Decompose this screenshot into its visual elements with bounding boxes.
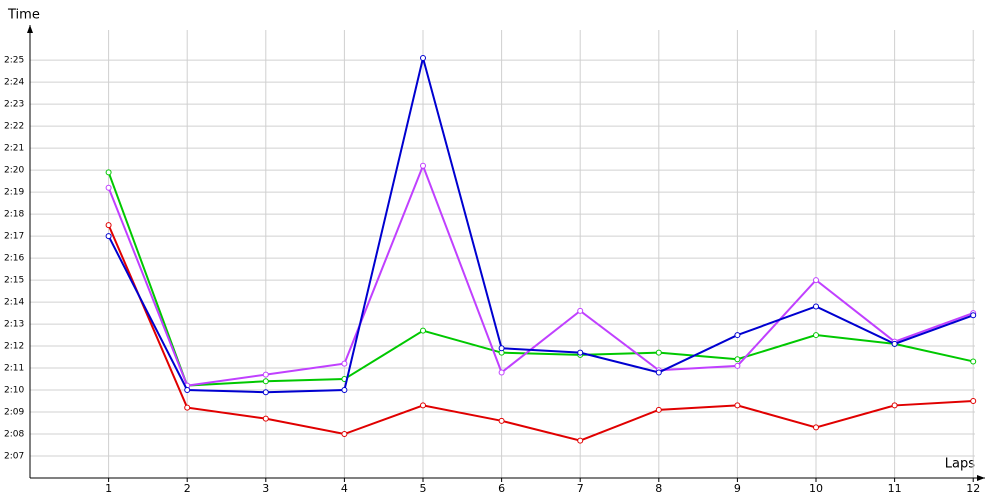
y-tick-label: 2:13 <box>4 320 24 330</box>
data-point <box>891 402 898 409</box>
data-point <box>577 437 584 444</box>
data-point <box>577 307 584 314</box>
data-point <box>184 404 191 411</box>
series-line <box>107 171 974 387</box>
y-tick-label: 2:11 <box>4 364 24 374</box>
y-tick-label: 2:15 <box>4 276 24 286</box>
data-point <box>184 387 191 394</box>
data-point <box>262 415 269 422</box>
series-line <box>107 224 974 442</box>
data-point <box>577 349 584 356</box>
data-point <box>891 340 898 347</box>
data-point <box>420 162 427 169</box>
y-axis-arrow <box>27 25 33 33</box>
x-tick-label: 5 <box>420 482 427 495</box>
y-tick-label: 2:22 <box>4 122 24 132</box>
y-tick-label: 2:23 <box>4 100 24 110</box>
y-tick-label: 2:17 <box>4 232 24 242</box>
data-point <box>813 332 820 339</box>
data-point <box>341 387 348 394</box>
x-tick-label: 11 <box>888 482 902 495</box>
data-point <box>498 369 505 376</box>
data-point <box>970 358 977 365</box>
x-tick-label: 2 <box>184 482 191 495</box>
data-point <box>734 332 741 339</box>
x-tick-label: 3 <box>262 482 269 495</box>
y-tick-label: 2:14 <box>4 298 24 308</box>
x-axis-arrow <box>977 475 985 481</box>
y-tick-label: 2:07 <box>4 452 24 462</box>
x-tick-label: 10 <box>809 482 823 495</box>
data-point <box>970 312 977 319</box>
data-point <box>813 303 820 310</box>
data-point <box>498 345 505 352</box>
y-tick-label: 2:08 <box>4 430 24 440</box>
x-tick-label: 4 <box>341 482 348 495</box>
y-tick-label: 2:16 <box>4 254 24 264</box>
data-point <box>655 406 662 413</box>
data-point <box>105 169 112 176</box>
data-point <box>420 402 427 409</box>
data-point <box>655 369 662 376</box>
y-tick-label: 2:18 <box>4 210 24 220</box>
data-point <box>262 371 269 378</box>
x-tick-label: 7 <box>577 482 584 495</box>
data-point <box>105 233 112 240</box>
y-tick-label: 2:21 <box>4 144 24 154</box>
y-tick-label: 2:10 <box>4 386 24 396</box>
x-tick-label: 12 <box>966 482 980 495</box>
data-point <box>105 222 112 229</box>
data-point <box>813 277 820 284</box>
y-tick-label: 2:24 <box>4 78 24 88</box>
data-point <box>970 398 977 405</box>
y-tick-label: 2:12 <box>4 342 24 352</box>
y-axis-label: Time <box>7 8 40 23</box>
x-tick-label: 6 <box>498 482 505 495</box>
y-tick-label: 2:25 <box>4 56 24 66</box>
data-point <box>341 431 348 438</box>
data-point <box>262 389 269 396</box>
y-tick-label: 2:19 <box>4 188 24 198</box>
data-point <box>420 54 427 61</box>
series-line <box>107 57 974 394</box>
data-point <box>105 184 112 191</box>
x-axis-label: Laps <box>945 457 975 472</box>
y-tick-label: 2:20 <box>4 166 24 176</box>
data-point <box>341 360 348 367</box>
data-point <box>813 424 820 431</box>
x-tick-label: 9 <box>734 482 741 495</box>
data-point <box>734 362 741 369</box>
x-tick-label: 8 <box>655 482 662 495</box>
series-line <box>107 162 974 387</box>
x-tick-label: 1 <box>105 482 112 495</box>
data-point <box>734 402 741 409</box>
data-point <box>498 417 505 424</box>
data-point <box>734 356 741 363</box>
y-tick-label: 2:09 <box>4 408 24 418</box>
data-point <box>262 378 269 385</box>
data-point <box>655 349 662 356</box>
data-point <box>420 327 427 334</box>
